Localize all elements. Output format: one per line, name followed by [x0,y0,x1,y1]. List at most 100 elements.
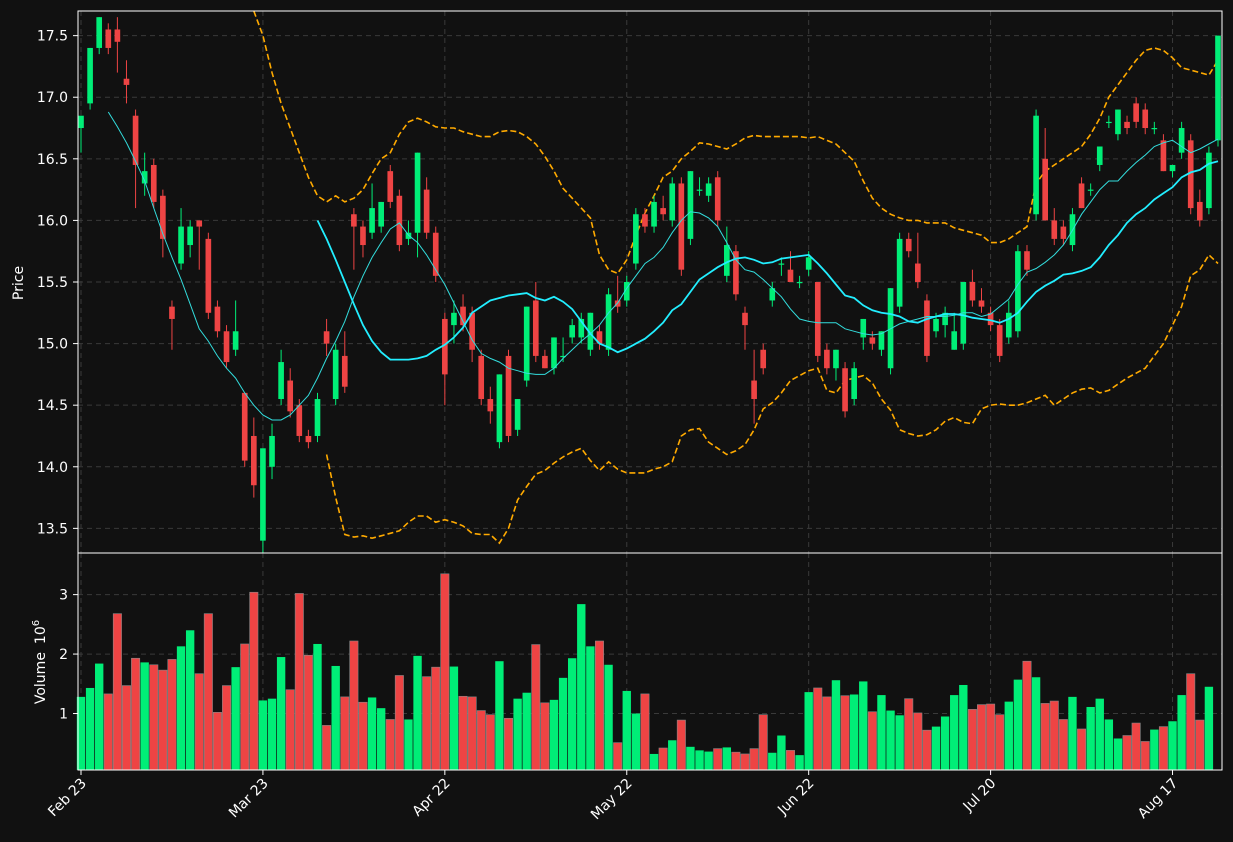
volume-axis-exponent-base: 10 [33,626,49,644]
candle-down [1051,220,1058,239]
candle-down [987,312,994,326]
volume-bar-up [522,692,531,770]
candle-up [1115,109,1121,135]
volume-bar-up [804,692,813,770]
candle-down [114,29,121,42]
volume-bar-down [131,657,141,771]
candle-down [196,220,203,227]
candle-down [814,282,821,356]
candle-down [305,435,312,443]
volume-bar-up [704,751,713,770]
volume-bar-up [495,661,504,770]
candle-up [1015,251,1021,332]
volume-bar-down [1158,726,1168,771]
volume-bar-up [577,604,586,770]
candle-up [414,152,421,233]
volume-tick-label: 2 [59,647,68,663]
volume-bar-down [813,687,823,771]
candle-up [578,318,585,338]
volume-axis-label: Volume 106 [31,620,49,704]
volume-bar-up [777,735,786,770]
volume-bar-down [240,643,250,771]
candle-down [1133,103,1139,122]
candle-up [560,355,566,358]
candle-down [760,349,767,369]
price-axis-label: Price [11,266,27,300]
candle-up [696,189,703,191]
candle-up [1087,189,1094,191]
volume-bar-up [668,740,677,770]
volume-bar-down [149,664,159,771]
volume-bar-down [731,751,741,771]
volume-bar-down [1186,673,1196,771]
volume-bar-up [1104,719,1114,770]
candle-up [723,245,730,276]
candle-up [796,282,803,284]
ma-short-line [107,111,1219,421]
volume-bar-up [85,687,95,770]
volume-bar-up [140,662,149,770]
price-tick-label: 15.0 [37,337,68,353]
volume-bar-down [440,573,450,771]
volume-y-ticks: 1 2 3 [59,588,78,723]
volume-bar-up [768,752,777,770]
candle-down [341,355,348,387]
volume-bar-up [604,664,613,770]
price-y-ticks: 13.5 14.0 14.5 15.0 15.5 16.0 16.5 17.0 17.5 [37,29,78,537]
candle-up [1169,164,1176,172]
candle-up [833,349,839,369]
candle-up [551,337,557,369]
candle-up [87,47,93,104]
volume-bar-down [531,644,541,771]
candle-down [1160,140,1167,172]
candle-up [496,374,503,443]
candle-down [787,269,794,282]
volume-bar-down [1058,719,1068,771]
candle-down [969,282,976,301]
volume-bar-up [831,680,841,770]
candle-down [678,183,685,270]
candle-down [924,300,930,356]
price-tick-label: 15.5 [37,275,68,291]
moving-averages [107,111,1219,421]
volume-bar-up [404,719,413,770]
volume-bar-down [840,695,850,771]
candle-down [869,337,876,344]
candle-up [278,362,284,400]
volume-bar-up [513,698,522,770]
volume-bar-down [740,753,750,771]
candle-up [887,288,894,369]
volume-bar-up [267,698,277,770]
candle-down [469,312,475,350]
volume-bar-down [103,693,113,771]
volume-bar-up [849,694,859,770]
price-tick-label: 17.0 [37,90,68,106]
candle-up [587,312,594,350]
volume-bar-down [594,640,604,771]
volume-bar-down [658,747,668,771]
volume-bar-down [385,719,395,771]
candle-down [1196,201,1203,221]
volume-bar-down [713,748,723,771]
candle-down [287,380,294,412]
candle-down [123,78,130,85]
candle-up [623,282,630,301]
volume-bar-up [313,643,322,770]
bollinger-upper-line [253,10,1219,275]
volume-bar-down [158,669,168,771]
candle-up [669,183,676,221]
volume-axis-label-text: Volume [33,652,49,704]
volume-bar-down [904,698,914,771]
candle-up [605,294,612,350]
candle-down [487,399,494,412]
candle-down [733,251,739,295]
volume-tick-label: 3 [59,588,68,604]
candle-down [1124,121,1130,129]
candle-up [705,183,712,196]
candle-down [205,238,212,313]
candle-up [1206,152,1212,209]
volume-bar-down [758,714,768,771]
volume-bar-down [212,712,222,771]
candle-down [460,306,466,326]
